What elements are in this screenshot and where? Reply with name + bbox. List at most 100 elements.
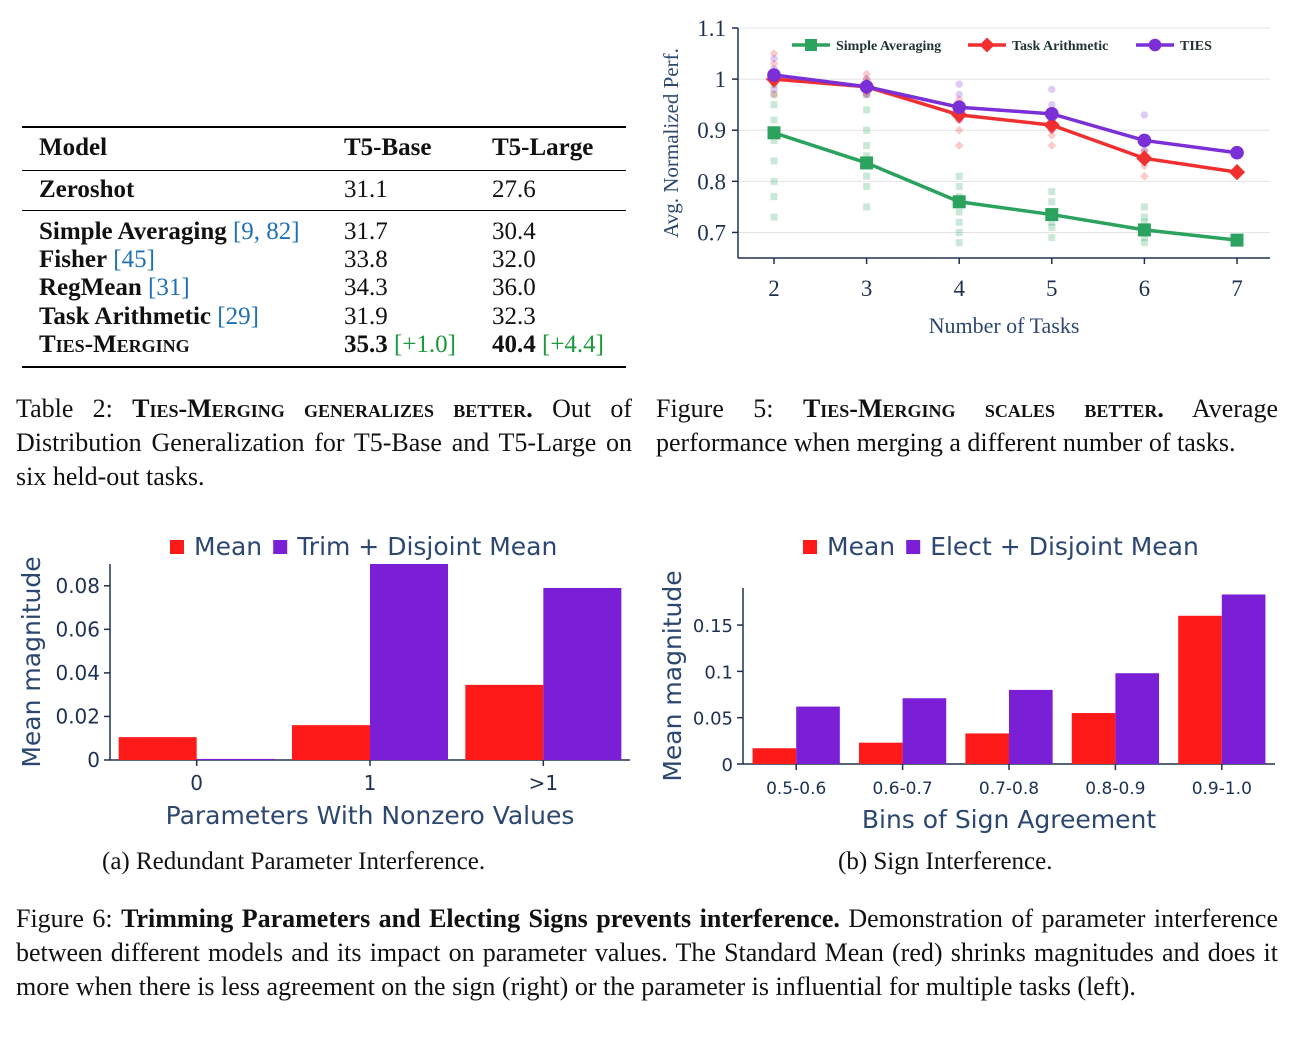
data-point — [1043, 116, 1060, 134]
x-tick-label: 1 — [364, 771, 377, 795]
scatter-point — [955, 182, 963, 190]
x-axis-label: Bins of Sign Agreement — [862, 805, 1156, 834]
table-caption-text: Out of Distribution Generalization for T… — [16, 394, 632, 491]
y-tick-label: 0.15 — [693, 616, 733, 637]
bar-1 — [370, 564, 448, 760]
scatter-point — [770, 193, 778, 201]
scatter-point — [863, 142, 871, 150]
legend-label: Elect + Disjoint Mean — [930, 532, 1199, 561]
y-tick-label: 0 — [722, 755, 733, 776]
scatter-point — [1048, 223, 1056, 231]
figure6-caption-bold: Trimming Parameters and Electing Signs p… — [121, 904, 840, 933]
y-tick-label: 0.06 — [55, 617, 100, 641]
scatter-point — [769, 49, 779, 58]
scatter-point — [1048, 198, 1056, 206]
table-cell-model: Ties-Merging — [39, 331, 190, 358]
scatter-point — [1048, 234, 1056, 242]
scatter-point — [862, 69, 871, 79]
scatter-point — [955, 172, 963, 180]
table-cell-base: 31.1 — [344, 176, 388, 203]
data-point — [1044, 107, 1059, 121]
figure6a-subcaption: (a) Redundant Parameter Interference. — [102, 848, 486, 875]
bar-1 — [796, 706, 840, 764]
scatter-point — [955, 208, 963, 216]
x-tick-label: 0.8-0.9 — [1085, 779, 1145, 799]
figure6b-bar-chart: 0 0.05 0.1 0.15 0.5-0.6 0.6-0.7 0.7-0.8 0.8-0.9… — [658, 532, 1275, 834]
y-tick-label: 0.8 — [697, 169, 726, 194]
x-axis-label: Parameters With Nonzero Values — [166, 801, 575, 830]
x-axis-label: Number of Tasks — [929, 313, 1080, 338]
legend-swatch — [273, 540, 288, 554]
bar-0 — [118, 737, 197, 760]
table-cell-large: 36.0 — [492, 274, 536, 301]
table-header-t5-base: T5-Base — [344, 134, 432, 161]
bar-0 — [965, 733, 1009, 764]
legend-marker — [979, 37, 995, 53]
legend-label: TIES — [1180, 39, 1212, 54]
y-tick-label: 0.9 — [697, 118, 726, 143]
legend-label: Trim + Disjoint Mean — [296, 532, 557, 561]
bar-0 — [1071, 713, 1116, 764]
y-tick-label: 0.1 — [704, 662, 733, 683]
y-axis-label: Mean magnitude — [658, 570, 687, 781]
scatter-point — [1047, 130, 1057, 140]
data-point — [1228, 164, 1246, 181]
table-header-rule — [22, 170, 626, 171]
x-tick-label: 0.6-0.7 — [872, 779, 932, 799]
scatter-point — [955, 228, 963, 236]
scatter-point — [1140, 171, 1149, 181]
legend-swatch — [803, 540, 817, 554]
scatter-point — [770, 136, 778, 144]
series-line — [773, 77, 1238, 174]
scatter-point — [955, 80, 963, 88]
bar-0 — [292, 725, 370, 760]
scatter-point — [954, 141, 964, 150]
scatter-point — [770, 213, 778, 221]
figure5-caption-label: Figure 5: — [656, 394, 774, 423]
x-tick-label: 0.7-0.8 — [979, 779, 1039, 799]
table-cell-model: Zeroshot — [39, 176, 135, 203]
x-tick-label: 6 — [1139, 276, 1151, 301]
table-cell-base: 33.8 — [344, 246, 388, 273]
x-tick-label: 0.9-1.0 — [1192, 779, 1252, 799]
table-cell-base: 31.9 — [344, 303, 388, 330]
bar-0 — [858, 742, 903, 764]
y-tick-label: 1.1 — [697, 16, 726, 41]
scatter-point — [863, 126, 871, 134]
legend-label: Task Arithmetic — [1012, 39, 1108, 54]
table-cell-model: Simple Averaging [9, 82] — [39, 218, 300, 245]
scatter-point — [1047, 141, 1057, 150]
figure6b-subcaption: (b) Sign Interference. — [838, 848, 1053, 875]
scatter-point — [770, 85, 778, 94]
scatter-point — [863, 182, 871, 190]
table-cell-large: 32.3 — [492, 303, 536, 330]
legend-swatch — [906, 540, 921, 554]
table-header-model: Model — [39, 134, 108, 161]
scatter-point — [863, 106, 871, 114]
data-point — [1230, 145, 1244, 160]
figure6-caption: Figure 6: Trimming Parameters and Electi… — [16, 902, 1278, 1004]
scatter-point — [954, 125, 964, 135]
scatter-point — [1048, 85, 1056, 94]
scatter-point — [1140, 203, 1148, 211]
bar-1 — [196, 758, 275, 760]
scatter-point — [1048, 100, 1056, 109]
y-tick-label: 0.05 — [693, 709, 733, 730]
scatter-point — [863, 172, 871, 180]
figure5-caption: Figure 5: Ties-Merging scales better. Av… — [656, 392, 1278, 460]
bar-1 — [543, 587, 622, 760]
scatter-point — [1140, 239, 1148, 247]
table-group-rule — [22, 210, 626, 211]
scatter-point — [1140, 234, 1148, 242]
data-point — [1137, 223, 1151, 237]
scatter-point — [863, 203, 871, 211]
scatter-point — [770, 177, 778, 185]
bar-1 — [902, 698, 947, 764]
x-tick-label: 2 — [768, 276, 780, 301]
table-cell-large: 27.6 — [492, 176, 536, 203]
table-cell-model: Task Arithmetic [29] — [39, 303, 259, 330]
figure6-caption-text: Demonstration of parameter interference … — [16, 904, 1279, 1001]
bar-0 — [1178, 615, 1222, 764]
table-header-t5-large: T5-Large — [492, 134, 594, 161]
x-tick-label: 7 — [1231, 276, 1243, 301]
